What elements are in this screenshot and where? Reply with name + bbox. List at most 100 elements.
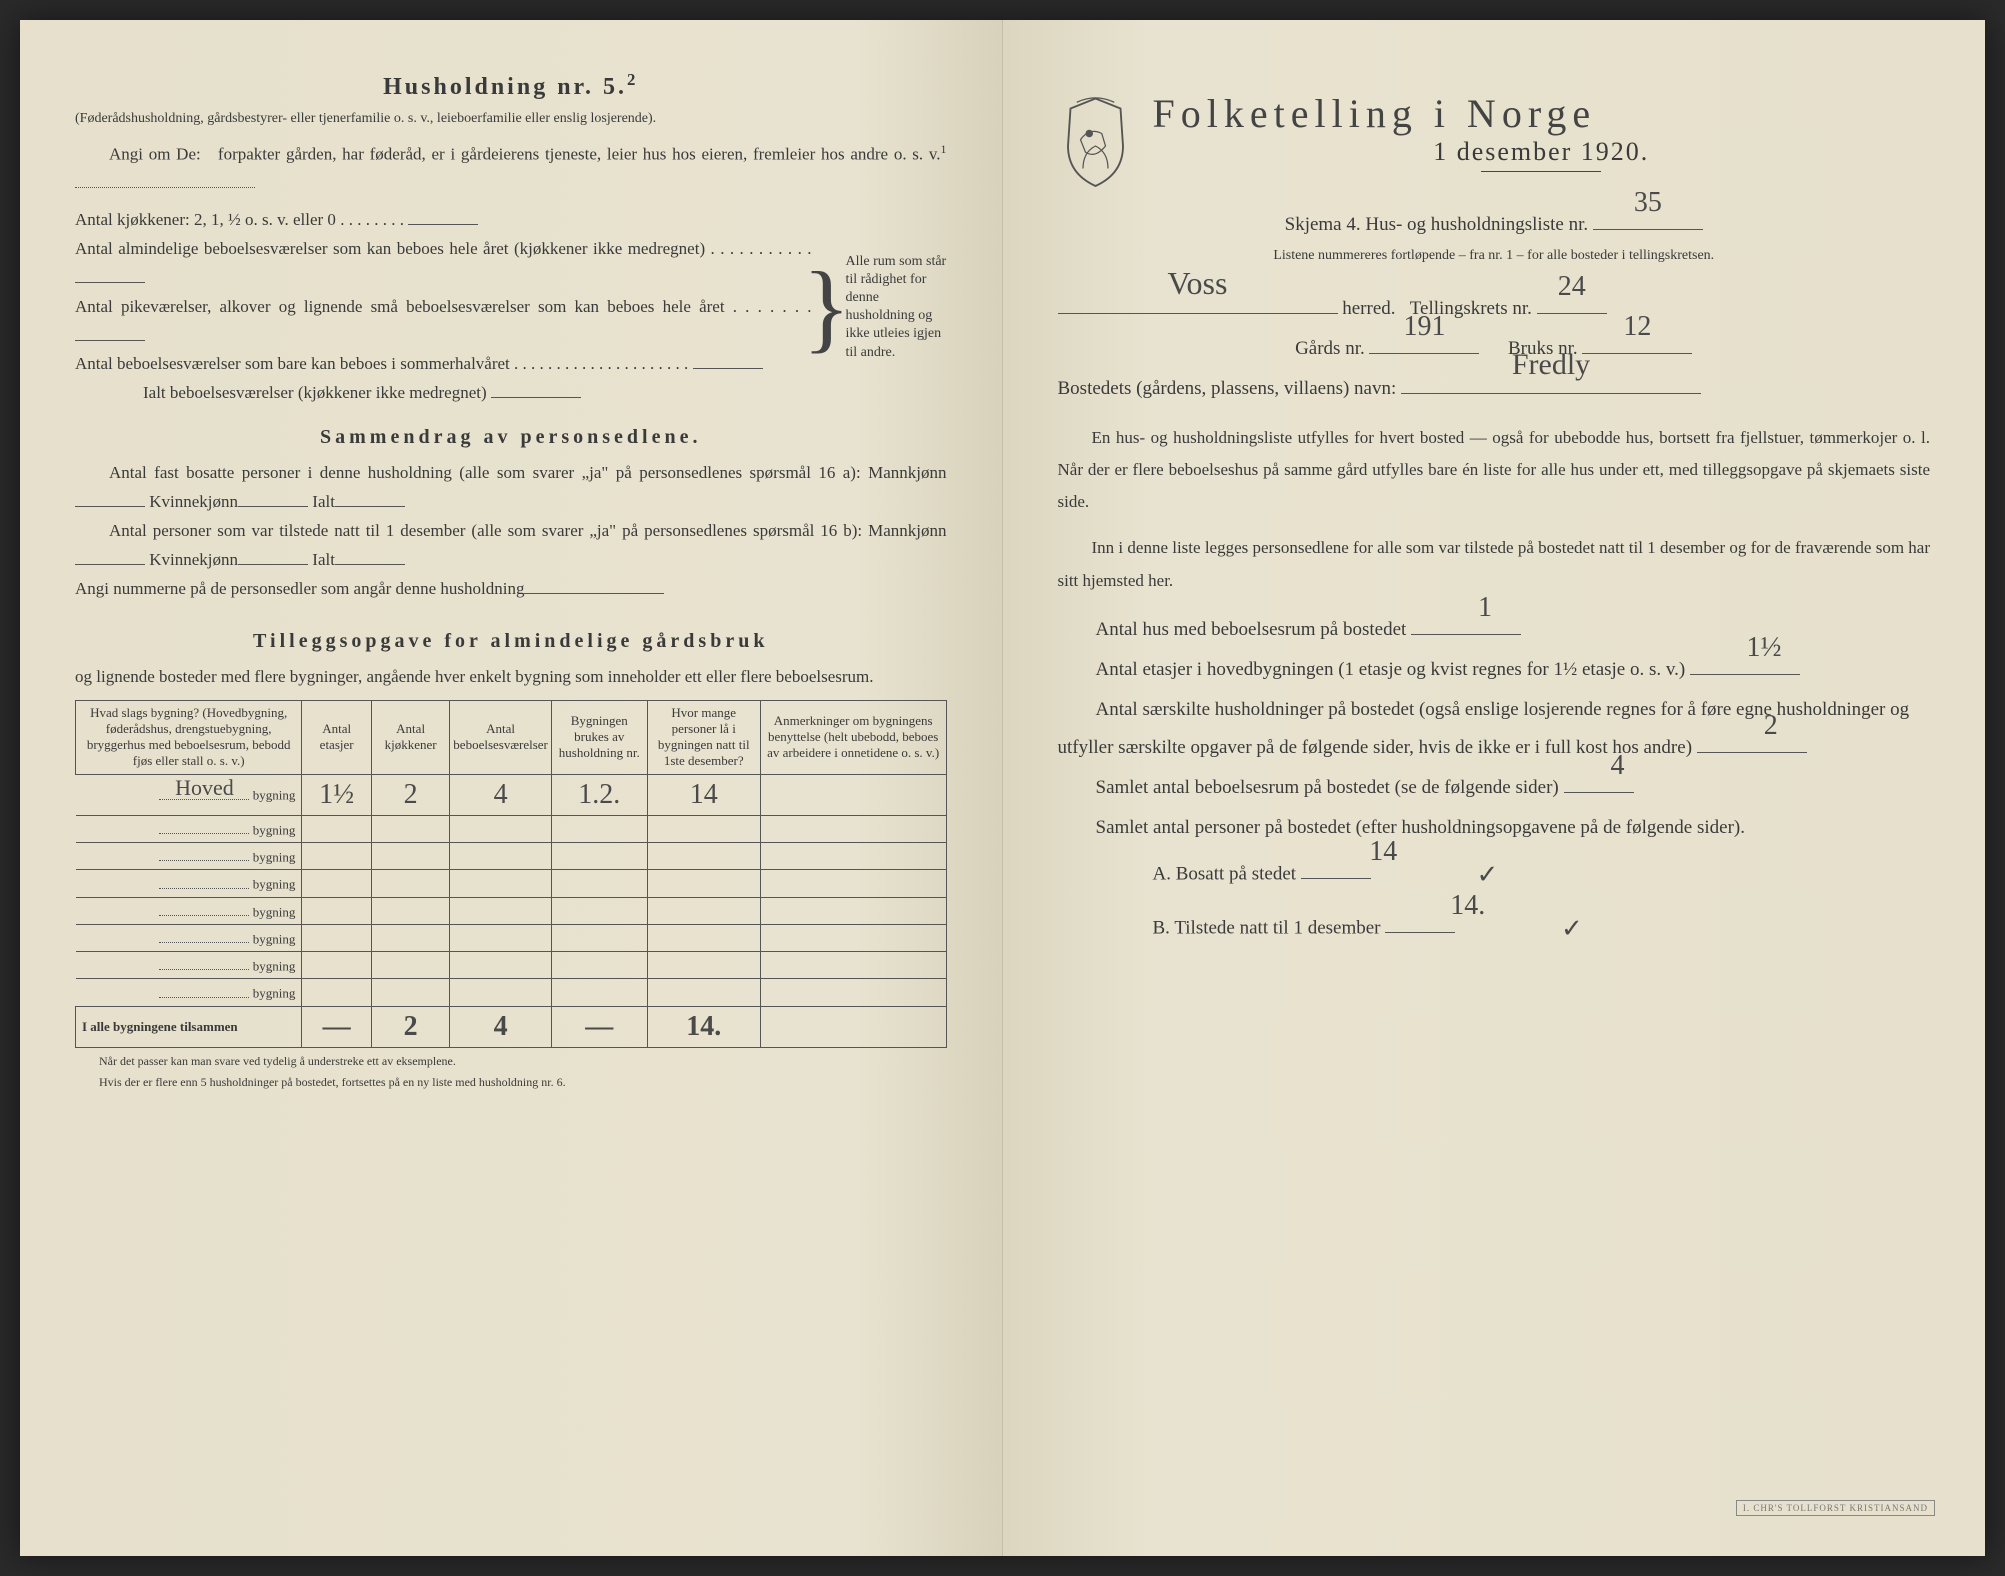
samlet-beboelsesrum: 4 [1573,738,1625,794]
row-suffix: bygning [253,958,296,973]
ialt-blank [491,380,581,399]
b-value: 14. [1355,878,1485,934]
tc3-val: 4 [494,1011,508,1042]
table-body: Hoved bygning 1½ 2 4 1.2. 14 bygning byg… [76,774,947,1047]
fast-bosatte-text: Antal fast bosatte personer i denne hush… [109,463,947,482]
row-suffix: bygning [253,822,296,837]
pike-text: Antal pikeværelser, alkover og lignende … [75,297,725,316]
blank-prefix [159,929,249,943]
tellingskrets-blank: 24 [1537,293,1607,314]
angi-sup: 1 [941,142,947,156]
tillegg-sub: og lignende bosteder med flere bygninger… [75,663,947,692]
bostedets-line: Bostedets (gårdens, plassens, villaens) … [1058,370,1931,408]
printer-stamp: I. CHR'S TOLLFORST KRISTIANSAND [1736,1500,1935,1516]
total-row: I alle bygningene tilsammen — 2 4 — 14. [76,1006,947,1047]
row-label: bygning [76,924,302,951]
footnote2: Hvis der er flere enn 5 husholdninger på… [75,1075,947,1091]
alm-text: Antal almindelige beboelsesværelser som … [75,239,705,258]
right-page: Folketelling i Norge 1 desember 1920. Sk… [1003,20,1986,1556]
a-value: 14 [1274,824,1397,880]
antal-etasjer-blank: 1½ [1690,654,1800,675]
table-row: bygning [76,815,947,842]
kk-blank2 [238,546,308,565]
building-table: Hvad slags bygning? (Hovedbygning, føder… [75,700,947,1048]
bruks-nr: 12 [1623,299,1651,355]
pike-blank [75,322,145,341]
th-4: Bygningen brukes av husholdning nr. [551,700,647,774]
angi-blank [75,169,255,188]
row1-suffix: bygning [253,788,296,803]
r1c3-val: 4 [494,779,508,810]
r1c6 [760,774,946,815]
bruks-blank: 12 [1582,333,1692,354]
table-row: bygning [76,979,947,1006]
gards-label: Gårds nr. [1295,338,1365,359]
th-3: Antal beboelsesværelser [450,700,552,774]
r1c2: 2 [371,774,449,815]
blank-prefix [159,902,249,916]
bostedets-label: Bostedets (gårdens, plassens, villaens) … [1058,378,1397,399]
skjema-nr: 35 [1634,175,1662,231]
tc1: — [302,1006,372,1047]
angi-om-de-line: Angi om De: forpakter gården, har føderå… [75,139,947,198]
ialt-label1: Ialt [312,492,335,511]
row-label: bygning [76,842,302,869]
antal-hus: 1 [1440,580,1492,636]
table-row: bygning [76,952,947,979]
table-head: Hvad slags bygning? (Hovedbygning, føder… [76,700,947,774]
mk-blank1 [75,488,145,507]
th-5: Hvor mange personer lå i bygningen natt … [647,700,760,774]
samlet-personer-line: Samlet antal personer på bostedet (efter… [1058,809,1931,847]
th-0: Hvad slags bygning? (Hovedbygning, føder… [76,700,302,774]
gards-nr: 191 [1403,299,1445,355]
footnote1: Når det passer kan man svare ved tydelig… [75,1054,947,1070]
a-blank: 14 [1301,859,1371,880]
angi-nummerne-text: Angi nummerne på de personsedler som ang… [75,579,524,598]
kvinnekjonn-label2: Kvinnekjønn [149,550,238,569]
ialt-label2: Ialt [312,550,335,569]
fast-bosatte-line: Antal fast bosatte personer i denne hush… [75,459,947,517]
ialt-blank1 [335,488,405,507]
table-row: bygning [76,842,947,869]
husholdning-title: Husholdning nr. 5.2 [75,70,947,101]
skjema-label: Skjema 4. Hus- og husholdningsliste nr. [1285,214,1588,235]
angi-om-de-text: forpakter gården, har føderåd, er i gård… [218,144,941,163]
tc4-val: — [585,1011,613,1042]
tilstede-natt-line: Antal personer som var tilstede natt til… [75,517,947,575]
sammendrag-title: Sammendrag av personsedlene. [75,426,947,449]
bostedets-blank: Fredly [1401,373,1701,394]
total-label: I alle bygningene tilsammen [76,1006,302,1047]
r1c1-val: 1½ [319,779,354,810]
herred-label: herred. [1342,298,1395,319]
angi-nummerne-line: Angi nummerne på de personsedler som ang… [75,575,947,604]
blank-prefix [159,820,249,834]
herred-blank: Voss [1058,293,1338,314]
row1-prefix-line: Hoved [159,785,249,799]
title-block: Folketelling i Norge 1 desember 1920. [1153,90,1931,196]
b-blank: 14. [1385,913,1455,934]
sommer-text: Antal beboelsesværelser som bare kan beb… [75,354,510,373]
samlet-beboelsesrum-blank: 4 [1564,772,1634,793]
blank-prefix [159,847,249,861]
crest-icon [1058,96,1133,191]
husholdning-note: (Føderådshusholdning, gårdsbestyrer- ell… [75,109,947,129]
tc1-val: — [323,1011,351,1042]
saerskilte: 2 [1726,698,1778,754]
ialt-line: Ialt beboelsesværelser (kjøkkener ikke m… [75,379,812,408]
table-row: bygning [76,924,947,951]
husholdning-title-text: Husholdning nr. 5. [383,74,627,100]
kk-blank1 [238,488,308,507]
para2: Inn i denne liste legges personsedlene f… [1058,532,1931,597]
samlet-beboelsesrum-line: Samlet antal beboelsesrum på bostedet (s… [1058,769,1931,807]
brace-block: Antal kjøkkener: 2, 1, ½ o. s. v. eller … [75,206,947,408]
b-line: B. Tilstede natt til 1 desember 14. ✓ [1058,903,1931,955]
antal-etasjer-line: Antal etasjer i hovedbygningen (1 etasje… [1058,651,1931,689]
alm-blank [75,264,145,283]
row-suffix: bygning [253,904,296,919]
r1c3: 4 [450,774,552,815]
antal-hus-blank: 1 [1411,614,1521,635]
table-row: bygning [76,897,947,924]
ialt-text: Ialt beboelsesværelser (kjøkkener ikke m… [143,383,487,402]
kjokkener-line: Antal kjøkkener: 2, 1, ½ o. s. v. eller … [75,206,812,235]
blank-prefix [159,874,249,888]
